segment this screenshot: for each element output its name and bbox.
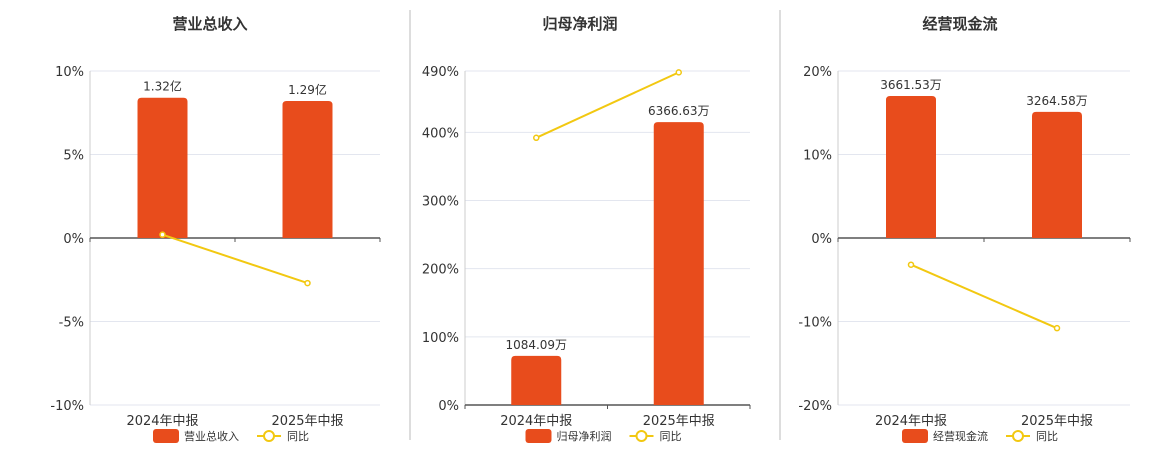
y-tick-label: -10% — [798, 316, 832, 331]
y-tick-label: 0% — [63, 232, 84, 247]
bar — [1032, 111, 1082, 238]
y-tick-label: -5% — [59, 316, 84, 331]
legend-line-marker — [635, 430, 648, 442]
bar-value-label: 3264.58万 — [1026, 94, 1088, 108]
legend-line-label: 同比 — [660, 430, 682, 443]
legend-bar-label: 归母净利润 — [557, 429, 612, 443]
chart-title: 归母净利润 — [542, 15, 617, 33]
bar — [886, 96, 936, 238]
y-tick-label: 10% — [55, 65, 84, 80]
y-tick-label: 0% — [811, 232, 832, 247]
y-tick-label: 400% — [422, 126, 459, 141]
y-tick-label: 200% — [422, 263, 459, 278]
y-tick-label: 10% — [803, 149, 832, 164]
x-tick-label: 2024年中报 — [500, 414, 572, 429]
bar — [511, 355, 562, 405]
bar-value-label: 3661.53万 — [880, 78, 942, 92]
legend-bar-swatch — [525, 429, 552, 443]
y-tick-label: 300% — [422, 195, 459, 210]
x-tick-label: 2025年中报 — [271, 414, 343, 429]
yoy-point — [533, 134, 540, 142]
legend-line-label: 同比 — [1036, 430, 1058, 443]
bar-value-label: 1.29亿 — [288, 82, 327, 97]
bar — [282, 101, 333, 238]
legend-bar-label: 营业总收入 — [184, 429, 239, 443]
bar — [137, 97, 188, 238]
yoy-point — [159, 231, 166, 238]
yoy-line — [910, 263, 1058, 330]
legend-bar-label: 经营现金流 — [933, 429, 988, 443]
legend-bar-swatch — [902, 429, 928, 443]
bar-value-label: 1084.09万 — [505, 338, 567, 352]
x-tick-label: 2024年中报 — [126, 414, 198, 429]
y-tick-label: 100% — [422, 331, 459, 346]
y-tick-label: -20% — [798, 399, 832, 414]
legend-bar-swatch — [153, 429, 179, 443]
bar-value-label: 1.32亿 — [143, 79, 182, 94]
chart-title: 营业总收入 — [172, 15, 247, 33]
y-tick-label: 20% — [803, 65, 832, 80]
x-tick-label: 2025年中报 — [643, 414, 715, 429]
y-tick-label: 490% — [422, 65, 459, 80]
y-tick-label: -10% — [50, 399, 84, 414]
yoy-line — [162, 233, 308, 285]
legend-line-label: 同比 — [287, 430, 309, 443]
y-tick-label: 0% — [438, 399, 459, 414]
legend-line-marker — [263, 430, 275, 442]
x-tick-label: 2025年中报 — [1021, 414, 1093, 429]
x-tick-label: 2024年中报 — [875, 414, 947, 429]
chart-title: 经营现金流 — [922, 15, 997, 33]
yoy-line — [535, 71, 680, 139]
y-tick-label: 5% — [63, 149, 84, 164]
yoy-point — [907, 261, 915, 268]
yoy-point — [304, 279, 311, 287]
legend-line-marker — [1012, 430, 1024, 442]
bar-value-label: 6366.63万 — [648, 104, 710, 118]
bar — [653, 122, 704, 406]
yoy-point — [675, 69, 682, 76]
yoy-point — [1053, 324, 1061, 332]
